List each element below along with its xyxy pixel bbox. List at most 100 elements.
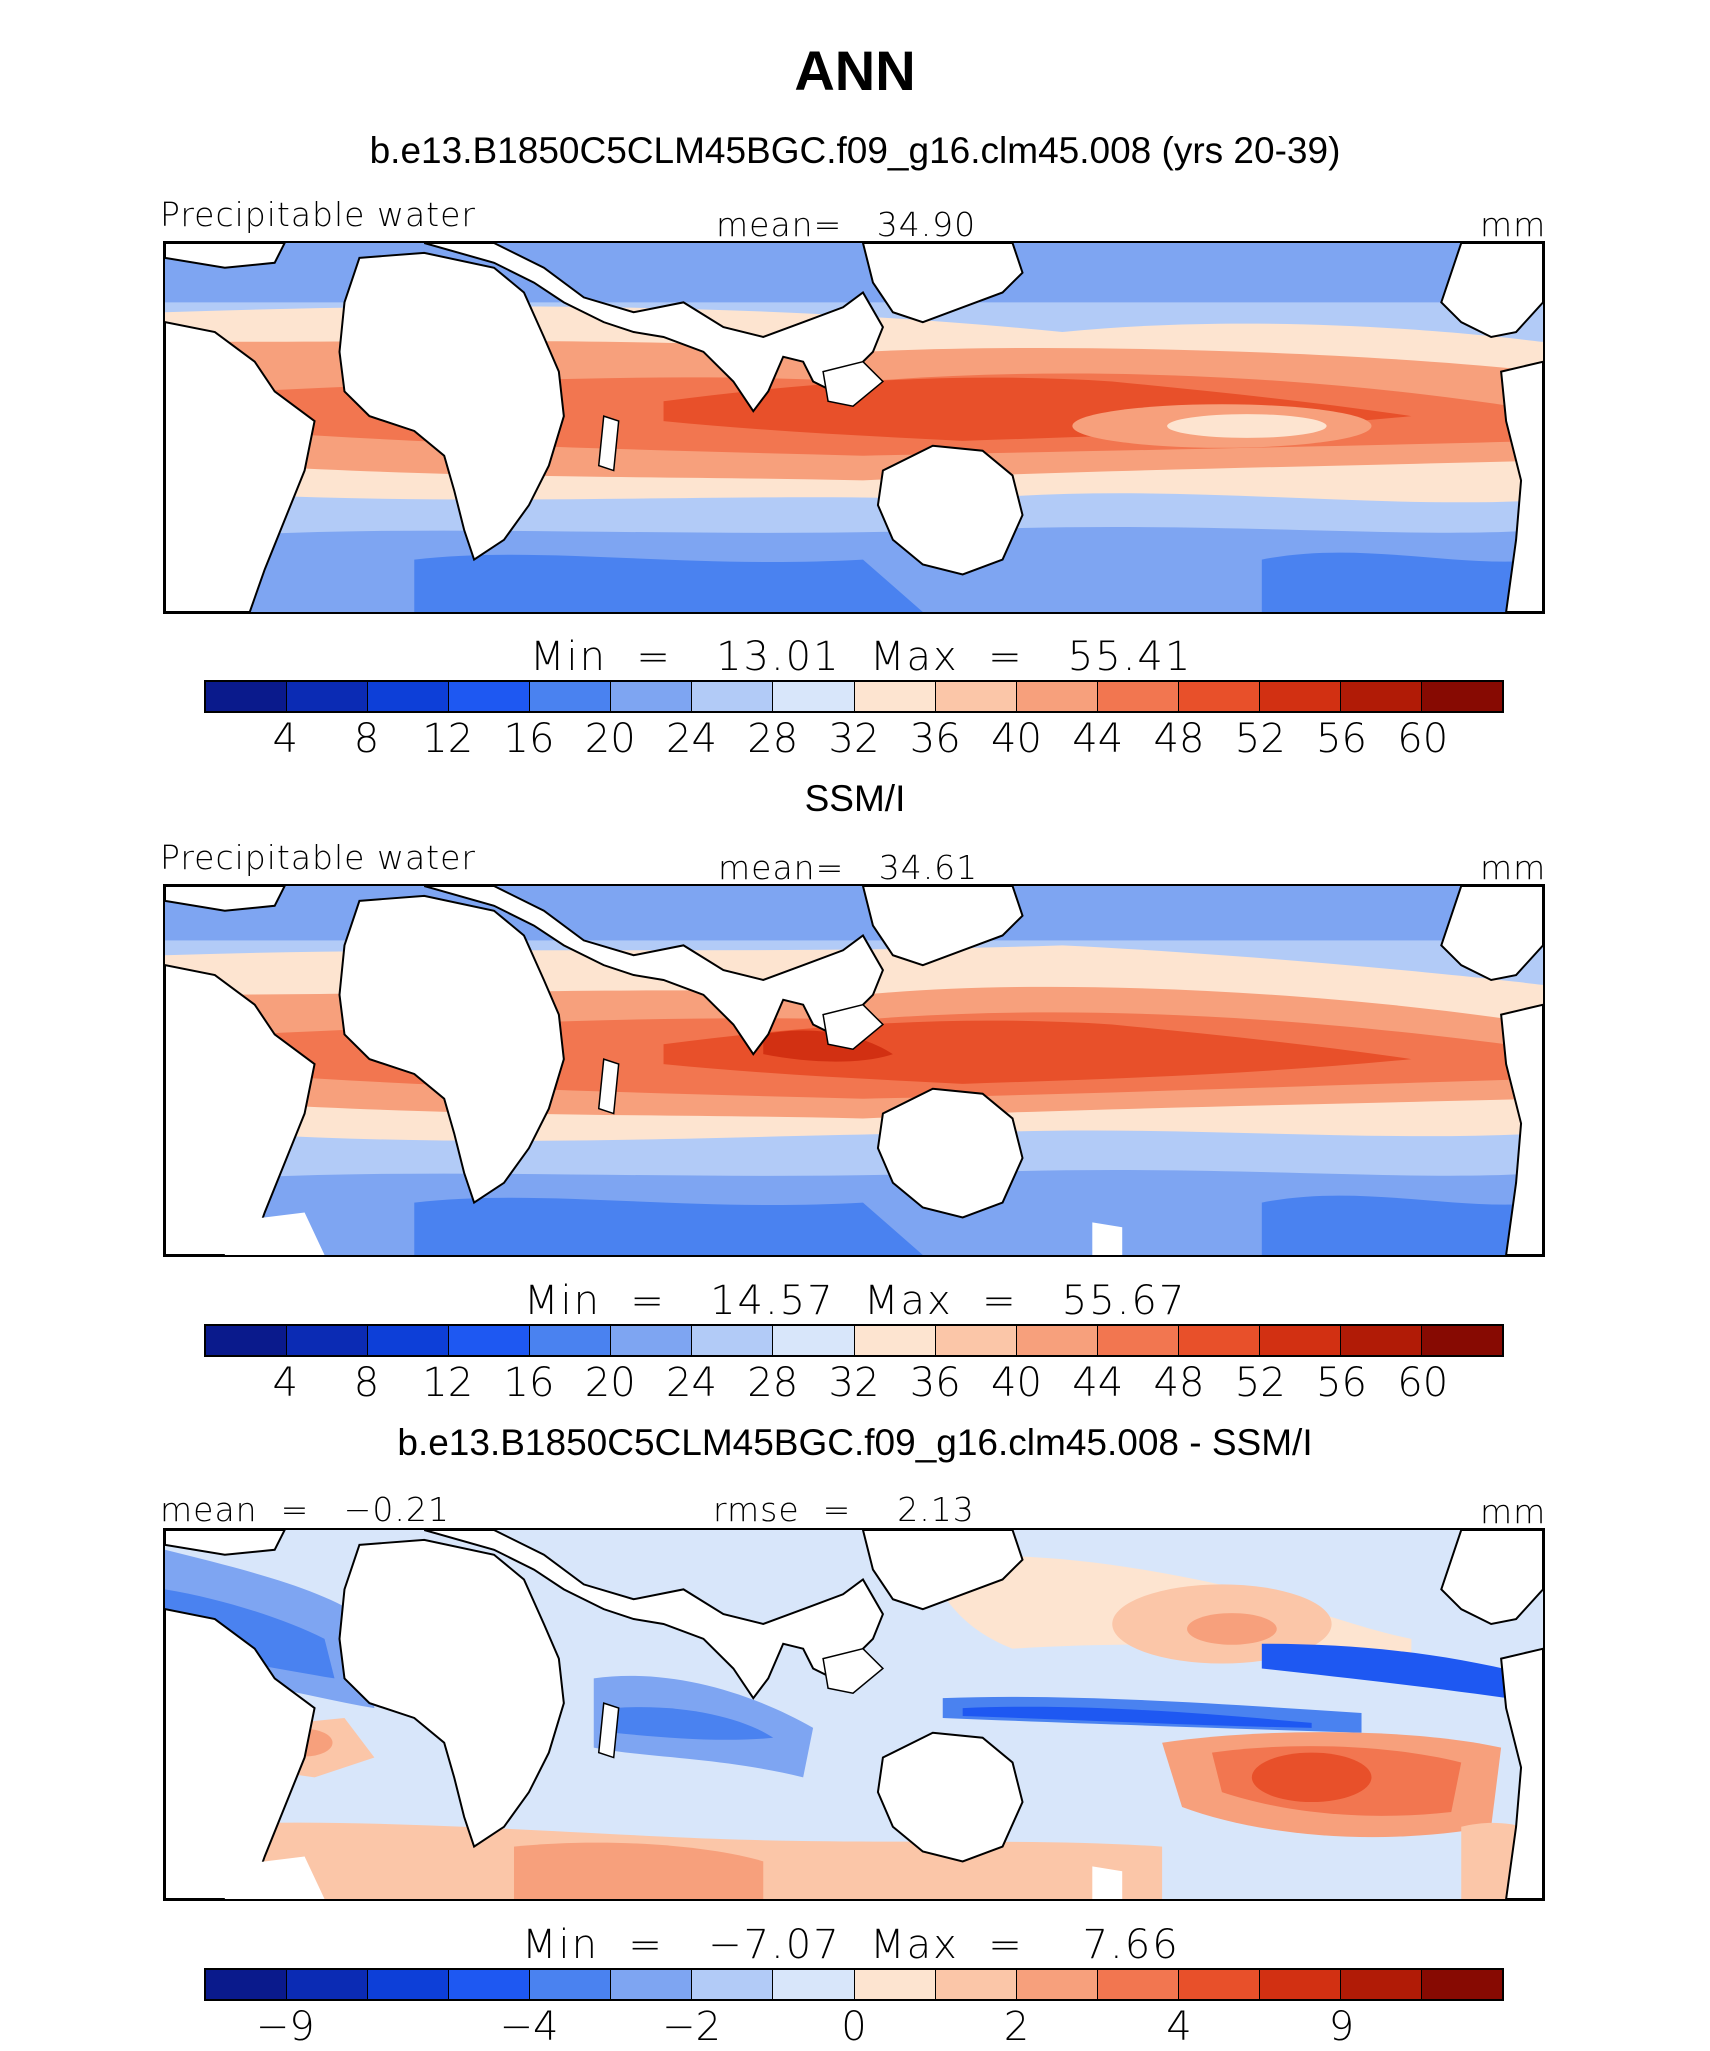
colorbar-tick: 4 xyxy=(272,1360,298,1406)
colorbar-box xyxy=(449,1970,531,1999)
colorbar-tick: −4 xyxy=(499,2004,559,2050)
panel-3-colorbar xyxy=(204,1968,1504,2001)
colorbar-tick: 2 xyxy=(1003,2004,1030,2050)
colorbar-tick: −9 xyxy=(255,2004,315,2050)
panel-3-map xyxy=(163,1528,1545,1901)
panel-1-right-label: mm xyxy=(1480,205,1547,244)
colorbar-box xyxy=(530,1326,612,1355)
colorbar-tick: 56 xyxy=(1316,716,1367,762)
colorbar-tick: 24 xyxy=(666,1360,717,1406)
panel-1-title: b.e13.B1850C5CLM45BGC.f09_g16.clm45.008 … xyxy=(369,130,1341,171)
colorbar-box xyxy=(854,682,936,711)
colorbar-tick: 16 xyxy=(503,1360,555,1406)
colorbar-box xyxy=(287,1970,369,1999)
colorbar-box xyxy=(1340,682,1422,711)
colorbar-tick: 52 xyxy=(1234,716,1286,762)
colorbar-tick: 56 xyxy=(1316,1360,1367,1406)
panel-2-map xyxy=(163,884,1545,1257)
colorbar-box xyxy=(1097,682,1179,711)
panel-3-right-label: mm xyxy=(1480,1492,1547,1531)
colorbar-box xyxy=(935,1326,1017,1355)
colorbar-box xyxy=(1421,682,1502,711)
colorbar-tick: 4 xyxy=(1166,2004,1192,2050)
colorbar-tick: 48 xyxy=(1153,1360,1205,1406)
colorbar-box xyxy=(773,1970,855,1999)
panel-2-left-label: Precipitable water xyxy=(160,838,476,877)
panel-3-center-label: rmse = 2.13 xyxy=(713,1490,975,1529)
panel-3-colorbar-ticks: −9 −4 −2 0 2 4 9 xyxy=(204,2004,1504,2050)
colorbar-tick: 44 xyxy=(1072,1360,1124,1406)
colorbar-box xyxy=(368,1326,450,1355)
colorbar-tick: −2 xyxy=(662,2004,721,2050)
panel-1-center-label: mean= 34.90 xyxy=(716,205,977,244)
colorbar-box xyxy=(611,1326,693,1355)
colorbar-tick: 4 xyxy=(272,716,298,762)
colorbar-tick: 40 xyxy=(991,1360,1042,1406)
colorbar-box xyxy=(1016,1326,1098,1355)
colorbar-box xyxy=(1259,1970,1341,1999)
figure-title: ANN xyxy=(794,39,916,102)
colorbar-box xyxy=(449,1326,531,1355)
colorbar-box xyxy=(1259,682,1341,711)
colorbar-box xyxy=(773,1326,855,1355)
panel-3-title: b.e13.B1850C5CLM45BGC.f09_g16.clm45.008 … xyxy=(397,1422,1313,1463)
panel-1-left-label: Precipitable water xyxy=(160,195,476,234)
colorbar-box xyxy=(692,682,774,711)
colorbar-box xyxy=(692,1970,774,1999)
colorbar-tick: 12 xyxy=(422,716,474,762)
colorbar-box xyxy=(1016,1970,1098,1999)
colorbar-box xyxy=(611,1970,693,1999)
colorbar-tick: 48 xyxy=(1153,716,1205,762)
colorbar-box xyxy=(1421,1326,1502,1355)
colorbar-box xyxy=(206,1326,288,1355)
colorbar-box xyxy=(206,682,288,711)
colorbar-tick: 32 xyxy=(828,716,880,762)
panel-2-minmax: Min = 14.57 Max = 55.67 xyxy=(524,1278,1187,1324)
colorbar-tick: 40 xyxy=(991,716,1042,762)
colorbar-box xyxy=(611,682,693,711)
colorbar-box xyxy=(368,1970,450,1999)
colorbar-tick: 44 xyxy=(1072,716,1124,762)
colorbar-box xyxy=(773,682,855,711)
colorbar-tick: 36 xyxy=(909,716,961,762)
panel-2-colorbar-ticks: 4 8 12 16 20 24 28 32 36 40 44 48 52 56 … xyxy=(204,1360,1504,1406)
colorbar-box xyxy=(1340,1970,1422,1999)
colorbar-box xyxy=(1097,1970,1179,1999)
panel-2-colorbar xyxy=(204,1324,1504,1357)
colorbar-box xyxy=(1178,682,1260,711)
colorbar-box xyxy=(1340,1326,1422,1355)
colorbar-box xyxy=(692,1326,774,1355)
panel-1-colorbar-ticks: 4 8 12 16 20 24 28 32 36 40 44 48 52 56 … xyxy=(204,716,1504,762)
panel-1-minmax: Min = 13.01 Max = 55.41 xyxy=(530,634,1193,680)
colorbar-tick: 52 xyxy=(1234,1360,1286,1406)
panel-2-title: SSM/I xyxy=(804,778,906,819)
colorbar-box xyxy=(935,1970,1017,1999)
colorbar-box xyxy=(1016,682,1098,711)
colorbar-tick: 60 xyxy=(1397,716,1449,762)
colorbar-tick: 20 xyxy=(584,716,636,762)
colorbar-tick: 8 xyxy=(353,716,380,762)
colorbar-box xyxy=(287,682,369,711)
colorbar-box xyxy=(206,1970,288,1999)
colorbar-tick: 36 xyxy=(909,1360,961,1406)
panel-3-minmax: Min = −7.07 Max = 7.66 xyxy=(522,1922,1180,1968)
colorbar-box xyxy=(1259,1326,1341,1355)
colorbar-box xyxy=(1178,1970,1260,1999)
colorbar-tick: 16 xyxy=(503,716,555,762)
panel-1-map xyxy=(163,241,1545,614)
colorbar-tick: 12 xyxy=(422,1360,474,1406)
colorbar-box xyxy=(287,1326,369,1355)
colorbar-tick: 28 xyxy=(747,716,799,762)
colorbar-tick: 32 xyxy=(828,1360,880,1406)
colorbar-box xyxy=(1421,1970,1502,1999)
colorbar-tick: 0 xyxy=(841,2004,867,2050)
colorbar-box xyxy=(1097,1326,1179,1355)
colorbar-tick: 9 xyxy=(1328,2004,1355,2050)
colorbar-tick: 8 xyxy=(353,1360,380,1406)
colorbar-box xyxy=(1178,1326,1260,1355)
colorbar-box xyxy=(854,1970,936,1999)
colorbar-box xyxy=(854,1326,936,1355)
colorbar-box xyxy=(935,682,1017,711)
panel-2-right-label: mm xyxy=(1480,848,1547,887)
colorbar-box xyxy=(530,682,612,711)
